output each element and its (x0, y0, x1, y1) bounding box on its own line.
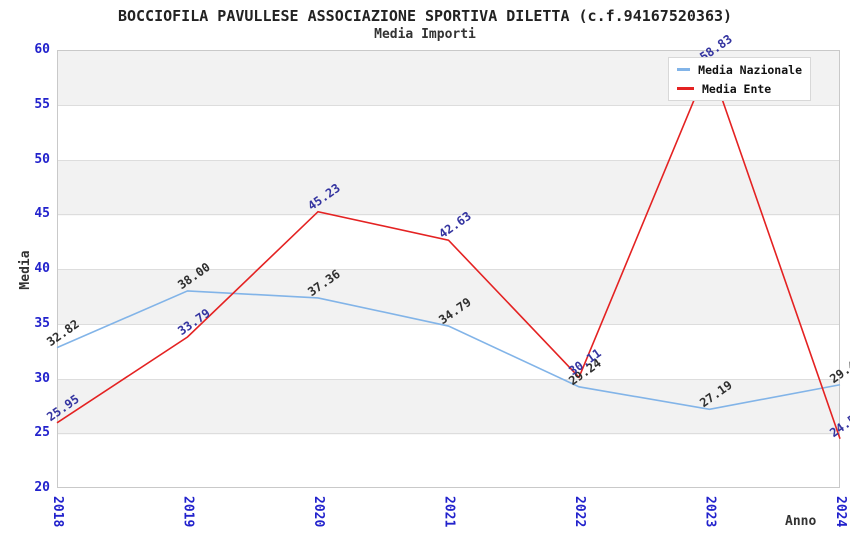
x-tick-label: 2023 (702, 496, 718, 528)
chart-title: BOCCIOFILA PAVULLESE ASSOCIAZIONE SPORTI… (117, 7, 733, 25)
line-swatch-icon (677, 87, 694, 90)
chart-subtitle: Media Importi (374, 27, 476, 42)
x-tick-label: 2020 (311, 496, 326, 528)
legend-label: Media Ente (702, 81, 772, 96)
y-tick-label: 30 (34, 370, 50, 386)
gridline (58, 378, 839, 380)
x-tick-label: 2018 (50, 496, 65, 528)
legend-item-media-nazionale: Media Nazionale (677, 63, 802, 77)
gridline (58, 433, 839, 435)
line-swatch-icon (677, 68, 691, 71)
legend-item-media-ente: Media Ente (677, 82, 802, 96)
plot-area (57, 50, 840, 488)
gridline (58, 214, 839, 216)
x-tick-label: 2022 (572, 496, 587, 528)
y-tick-label: 35 (34, 315, 50, 331)
x-axis-title: Anno (785, 514, 817, 529)
y-tick-label: 45 (34, 206, 50, 222)
x-tick-label: 2019 (180, 496, 196, 528)
y-tick-label: 50 (34, 151, 50, 167)
y-tick-label: 60 (34, 42, 50, 57)
gridline (58, 104, 839, 106)
legend-label: Media Nazionale (698, 62, 802, 77)
y-tick-label: 40 (34, 261, 50, 276)
gridline (58, 269, 839, 270)
legend: Media Nazionale Media Ente (668, 57, 811, 101)
gridline (58, 323, 839, 325)
gridline (58, 159, 839, 161)
y-tick-label: 55 (34, 96, 50, 112)
x-tick-label: 2021 (441, 496, 457, 528)
x-tick-label: 2024 (833, 496, 848, 528)
y-tick-label: 25 (34, 425, 50, 441)
y-tick-label: 20 (34, 480, 50, 495)
series-line (56, 290, 841, 411)
